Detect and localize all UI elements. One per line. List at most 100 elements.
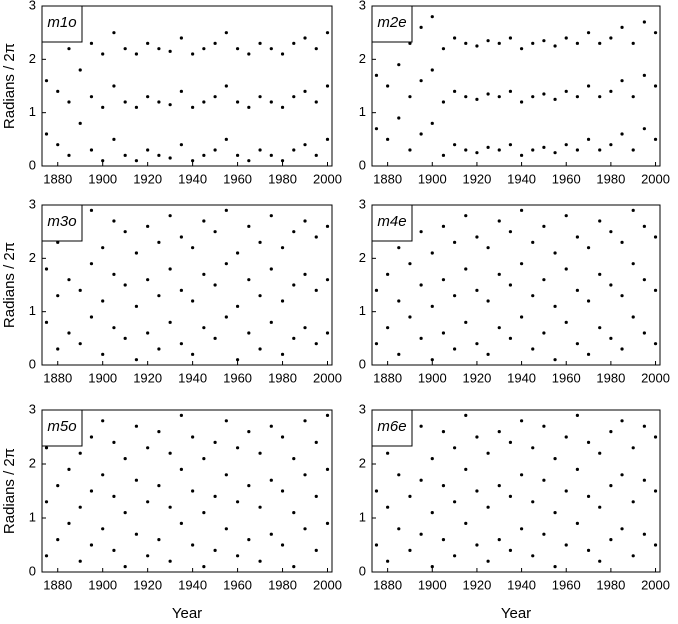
point (609, 89, 613, 93)
point (542, 331, 546, 335)
point (123, 153, 127, 157)
point (386, 505, 390, 509)
point (374, 543, 379, 547)
point (191, 246, 195, 250)
point (575, 467, 579, 471)
point (280, 435, 285, 439)
point (631, 95, 635, 99)
point (575, 41, 579, 45)
point (464, 467, 468, 471)
point (642, 73, 646, 77)
point (408, 41, 412, 45)
point (179, 467, 183, 471)
point (575, 413, 579, 417)
point (280, 543, 285, 547)
point (486, 505, 490, 509)
point (631, 446, 635, 450)
point (586, 31, 591, 35)
point (134, 159, 139, 163)
point (531, 240, 535, 244)
point (89, 95, 94, 99)
x-tick-label: 1980 (596, 171, 625, 186)
point (609, 538, 613, 542)
point (224, 137, 228, 141)
point (598, 219, 602, 223)
point (325, 84, 330, 88)
point (78, 559, 82, 563)
plot-frame (41, 204, 333, 366)
point (531, 294, 535, 298)
y-tick-label: 1 (359, 303, 366, 318)
panel-label: m4e (377, 213, 406, 230)
point (642, 424, 646, 428)
y-tick-label: 0 (29, 157, 36, 172)
point (408, 262, 412, 266)
point (419, 132, 423, 136)
point (653, 288, 658, 292)
point (653, 342, 658, 346)
x-tick-label: 1940 (507, 370, 536, 385)
point (620, 473, 624, 477)
point (531, 500, 535, 504)
point (620, 25, 624, 29)
point (486, 352, 490, 356)
point (575, 95, 579, 99)
point (123, 336, 127, 340)
point (620, 132, 624, 136)
point (419, 283, 423, 287)
x-tick-label: 1920 (462, 577, 491, 592)
point (157, 484, 161, 488)
point (213, 283, 217, 287)
point (508, 336, 513, 340)
point (247, 278, 251, 282)
point (191, 52, 195, 56)
point (168, 559, 172, 563)
point (202, 100, 206, 104)
point (441, 430, 446, 434)
point (609, 336, 613, 340)
point (486, 39, 490, 43)
point (89, 435, 94, 439)
y-tick-label: 3 (29, 196, 36, 211)
point (123, 100, 127, 104)
point (609, 430, 613, 434)
point (213, 548, 217, 553)
panel-label-box (41, 5, 83, 43)
point (247, 159, 251, 163)
point (653, 84, 658, 88)
point (179, 413, 183, 417)
point (453, 240, 457, 244)
point (44, 79, 49, 83)
point (235, 554, 240, 558)
point (269, 47, 273, 51)
panel-label-box (41, 409, 83, 447)
point (419, 424, 423, 428)
point (325, 137, 330, 141)
point (112, 137, 116, 141)
point (179, 89, 183, 93)
point (586, 84, 591, 88)
point (408, 548, 412, 553)
panel-label-box (371, 409, 413, 447)
x-tick-label: 1920 (462, 370, 491, 385)
point (453, 554, 457, 558)
point (419, 336, 423, 340)
point (464, 95, 468, 99)
point (486, 299, 490, 303)
point (292, 336, 296, 340)
point (497, 95, 501, 99)
point (146, 331, 150, 335)
point (247, 52, 251, 56)
point (642, 331, 646, 335)
point (397, 473, 401, 477)
point (56, 240, 60, 244)
point (508, 36, 513, 40)
point (464, 267, 468, 271)
point (202, 153, 206, 157)
point (157, 538, 161, 542)
point (123, 283, 127, 287)
point (235, 153, 240, 157)
point (475, 435, 479, 439)
point (314, 153, 318, 157)
point (486, 246, 490, 250)
